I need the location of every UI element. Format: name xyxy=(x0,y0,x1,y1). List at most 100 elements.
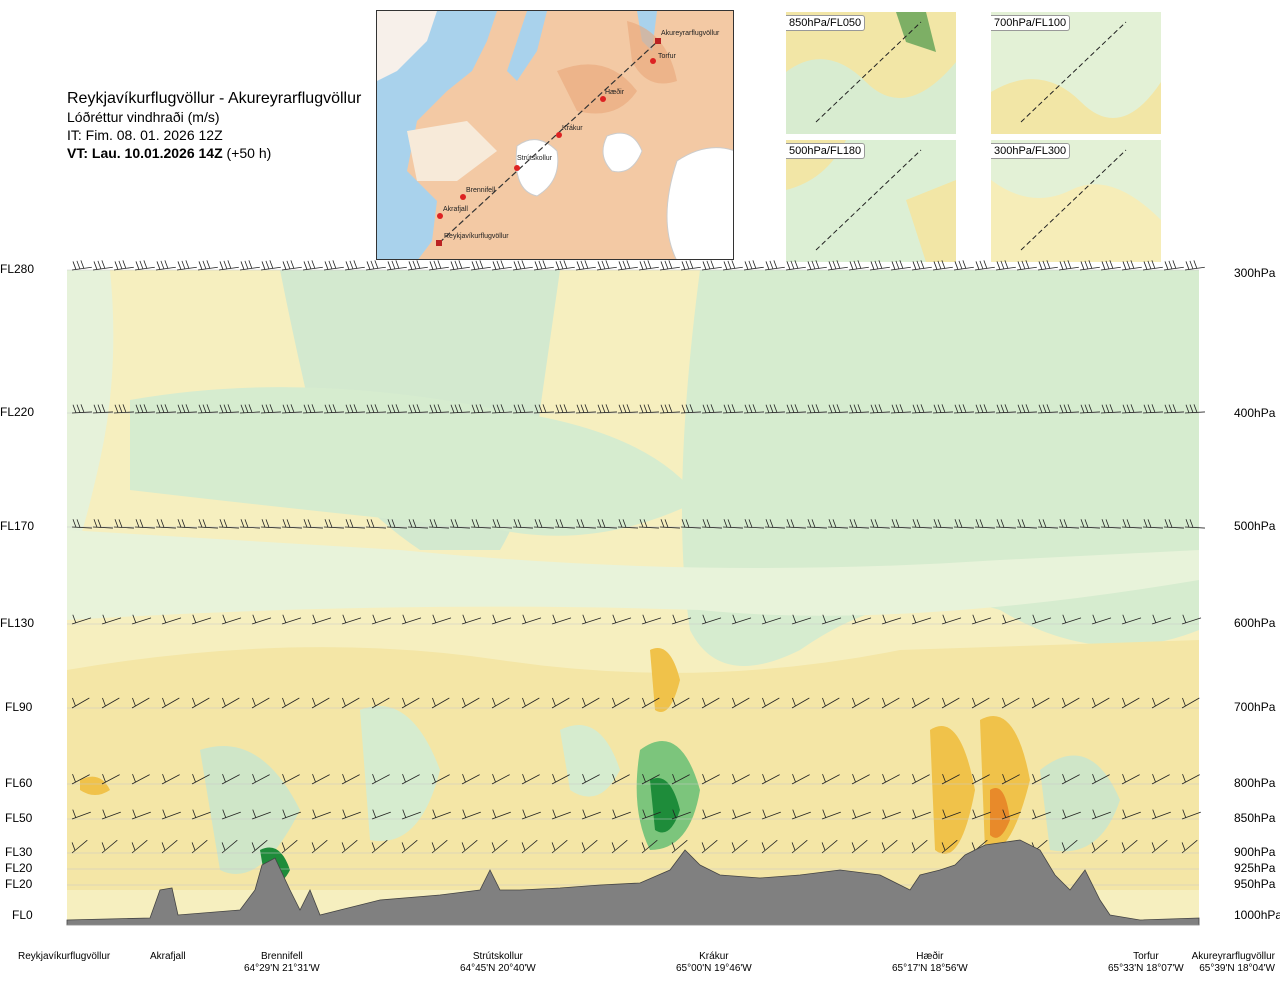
wind-barb-feather xyxy=(622,260,627,270)
wind-barb xyxy=(251,811,271,820)
wind-barb-feather xyxy=(437,404,442,413)
wind-barb xyxy=(431,697,450,709)
wind-barb xyxy=(323,411,344,414)
wind-barb-feather xyxy=(622,404,627,413)
wind-barb-feather xyxy=(450,404,455,413)
wind-barb-feather xyxy=(762,809,767,818)
wind-barb-feather xyxy=(581,842,586,851)
wind-barb xyxy=(1037,266,1058,271)
wind-barb xyxy=(1037,526,1058,529)
wind-barb-feather xyxy=(345,404,350,413)
wind-barb-feather xyxy=(1062,809,1067,818)
wind-barb-feather xyxy=(282,773,286,783)
wind-barb xyxy=(131,774,150,785)
wind-barb-feather xyxy=(975,404,980,413)
wind-barb-feather xyxy=(1059,404,1064,413)
wind-barb xyxy=(407,526,428,529)
wind-barb xyxy=(551,811,571,820)
wind-barb-feather xyxy=(1067,260,1072,269)
wind-barb xyxy=(761,697,780,709)
wind-barb-feather xyxy=(252,773,256,783)
wind-barb xyxy=(881,811,901,820)
wind-barb-feather xyxy=(1152,773,1156,783)
wind-barb-feather xyxy=(198,519,203,528)
wind-barb-feather xyxy=(626,260,631,269)
wind-barb-feather xyxy=(933,404,938,413)
wind-barb-feather xyxy=(811,404,816,413)
level-label-left-5: FL60 xyxy=(5,776,33,790)
wind-barb xyxy=(1151,811,1171,820)
wind-barb-feather xyxy=(701,842,706,851)
wind-barb-feather xyxy=(1122,261,1127,270)
wind-barb xyxy=(431,774,450,785)
wind-barb xyxy=(890,526,911,529)
wind-barb-feather xyxy=(597,519,602,528)
wind-barb-feather xyxy=(912,404,917,413)
wind-barb xyxy=(890,266,911,271)
wind-barb-feather xyxy=(93,519,98,528)
wind-barb xyxy=(791,811,811,820)
wind-barb xyxy=(881,839,898,854)
wind-barb xyxy=(911,697,930,709)
level-label-left-7: FL30 xyxy=(5,845,33,859)
wind-barb-feather xyxy=(248,260,253,269)
wind-barb-feather xyxy=(584,260,589,269)
wind-barb xyxy=(785,526,806,529)
wind-barb-feather xyxy=(1004,260,1009,269)
inset-500: 500hPa/FL180 xyxy=(786,140,956,262)
wind-barb xyxy=(341,617,362,625)
wind-barb xyxy=(554,411,575,414)
wind-barb-feather xyxy=(1032,697,1036,707)
inset-700: 700hPa/FL100 xyxy=(991,12,1161,134)
wind-barb-feather xyxy=(1046,260,1051,269)
wind-barb xyxy=(641,697,660,709)
wind-barb-feather xyxy=(143,404,148,413)
wind-barb xyxy=(461,617,482,625)
issue-time: IT: Fim. 08. 01. 2026 12Z xyxy=(67,127,223,143)
wind-barb-feather xyxy=(912,809,917,818)
wind-barb-feather xyxy=(76,260,81,270)
wind-barb xyxy=(491,774,510,785)
wind-barb xyxy=(512,526,533,529)
wind-barb-feather xyxy=(521,404,526,413)
wind-barb-feather xyxy=(475,404,480,413)
wind-barb-feather xyxy=(391,519,396,528)
wind-barb-feather xyxy=(954,519,959,528)
wind-barb-feather xyxy=(582,773,586,783)
wind-barb-feather xyxy=(1017,404,1022,413)
wind-barb-feather xyxy=(891,519,896,528)
wind-barb-feather xyxy=(538,519,543,528)
wind-barb-feather xyxy=(401,842,406,851)
wind-barb xyxy=(869,411,890,414)
wind-barb-feather xyxy=(542,404,547,413)
wind-barb-feather xyxy=(538,260,543,270)
level-label-right-1: 400hPa xyxy=(1234,406,1276,420)
wind-barb-feather xyxy=(597,404,602,413)
wind-barb xyxy=(101,617,122,625)
wind-barb xyxy=(161,839,178,854)
wind-barb xyxy=(941,774,960,785)
wind-barb xyxy=(791,697,810,709)
wind-barb-feather xyxy=(492,519,497,528)
wind-barb-feather xyxy=(792,614,797,623)
wind-barb xyxy=(911,774,930,785)
wind-barb xyxy=(1151,697,1170,709)
wind-barb xyxy=(731,774,750,785)
wind-barb-feather xyxy=(458,260,463,269)
wind-barb-feather xyxy=(815,404,820,413)
wind-barb xyxy=(401,617,422,625)
wind-barb xyxy=(701,811,721,820)
wind-barb xyxy=(1001,697,1020,709)
wind-barb xyxy=(827,526,848,529)
wind-barb-feather xyxy=(311,842,316,851)
wind-barb-feather xyxy=(1038,261,1043,270)
wind-barb xyxy=(428,526,449,529)
wind-barb xyxy=(680,526,701,529)
wind-barb-feather xyxy=(223,404,228,413)
wind-barb-feather xyxy=(807,519,812,528)
wind-barb xyxy=(1001,811,1021,820)
wind-barb-feather xyxy=(1059,261,1064,270)
wind-barb-feather xyxy=(353,260,358,269)
wind-barb xyxy=(971,697,990,709)
wind-barb-feather xyxy=(1038,519,1043,528)
